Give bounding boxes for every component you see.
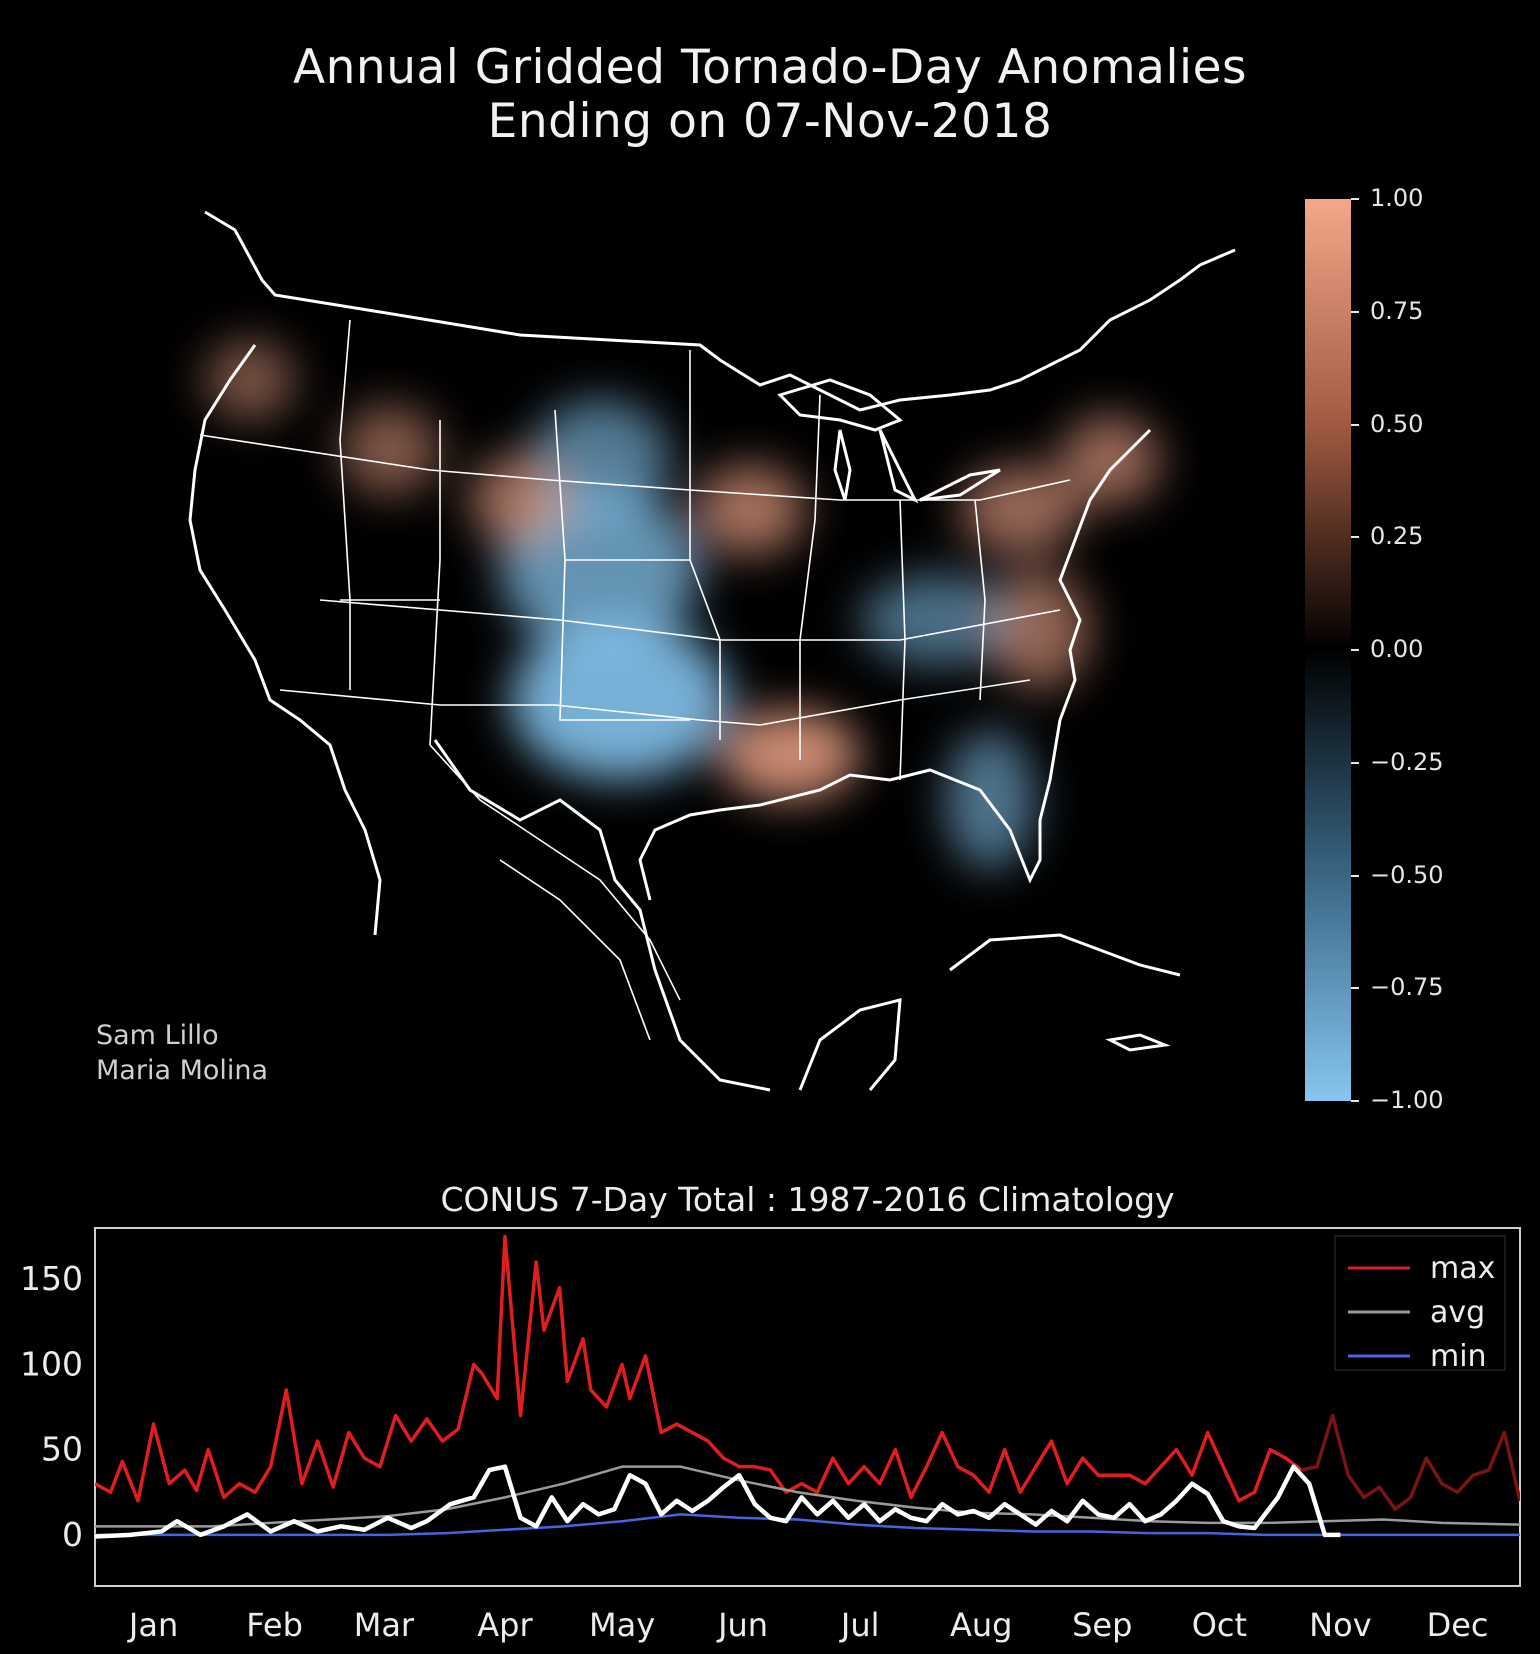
- x-tick-label: Sep: [1072, 1606, 1132, 1644]
- x-tick-label: Aug: [950, 1606, 1012, 1644]
- series-avg-line: [95, 1465, 1520, 1528]
- x-tick-label: Nov: [1309, 1606, 1371, 1644]
- series-max-line-future: [1300, 1413, 1520, 1512]
- y-tick-label: 100: [20, 1344, 83, 1383]
- x-tick-label: Jul: [839, 1606, 880, 1644]
- anomaly-region: [695, 465, 805, 555]
- colorbar-tick-mark: [1351, 536, 1359, 539]
- credit-author-2: Maria Molina: [96, 1055, 269, 1086]
- x-tick-label: Mar: [354, 1606, 415, 1644]
- colorbar-tick-mark: [1351, 874, 1359, 877]
- anomaly-region: [470, 455, 570, 545]
- colorbar-tick-mark: [1351, 1100, 1359, 1102]
- colorbar-tick-mark: [1351, 987, 1359, 990]
- anomaly-map: [188, 210, 1236, 1092]
- anomaly-field: [205, 340, 1160, 870]
- legend-box: [1334, 1235, 1506, 1371]
- legend: max avg min: [1334, 1235, 1506, 1374]
- state-borders: [199, 319, 1071, 1041]
- x-tick-label: Feb: [246, 1606, 303, 1644]
- colorbar-tick-mark: [1351, 310, 1359, 313]
- credit-author-1: Sam Lillo: [96, 1020, 219, 1051]
- colorbar-tick-label: 0.00: [1370, 635, 1424, 663]
- anomaly-region: [990, 570, 1090, 690]
- legend-label-max: max: [1430, 1251, 1495, 1286]
- series-2018-line: [95, 1464, 1341, 1539]
- anomaly-region: [510, 620, 730, 780]
- x-tick-label: Jan: [127, 1606, 178, 1644]
- map-title-line-2: Ending on 07-Nov-2018: [487, 94, 1053, 149]
- anomaly-region: [860, 575, 1020, 665]
- colorbar-tick-mark: [1351, 649, 1359, 651]
- colorbar-tick-mark: [1351, 761, 1359, 764]
- line-chart-title: CONUS 7-Day Total : 1987-2016 Climatolog…: [440, 1180, 1175, 1219]
- series-max-line: [95, 1234, 1303, 1503]
- x-tick-label: Oct: [1192, 1606, 1247, 1644]
- y-tick-label: 150: [20, 1259, 83, 1298]
- colorbar-tick-label: 1.00: [1370, 184, 1424, 212]
- x-tick-label: Jun: [716, 1606, 768, 1644]
- colorbar: [1305, 199, 1351, 1101]
- series-min-line: [95, 1513, 1520, 1537]
- anomaly-region: [960, 465, 1080, 555]
- colorbar-tick-label: −1.00: [1370, 1086, 1444, 1114]
- map-title-line-1: Annual Gridded Tornado-Day Anomalies: [292, 40, 1247, 95]
- colorbar-tick-label: 0.25: [1370, 522, 1424, 551]
- x-tick-label: Dec: [1427, 1606, 1489, 1644]
- plot-frame: [94, 1227, 1521, 1587]
- x-tick-label: May: [589, 1606, 655, 1644]
- legend-label-min: min: [1430, 1339, 1487, 1374]
- y-tick-label: 50: [41, 1430, 83, 1469]
- climatology-line-chart: 0 50 100 150 Jan Feb Mar Apr May Jun Jul Aug Sep Oct N…: [20, 1227, 1521, 1644]
- colorbar-tick-label: 0.75: [1370, 296, 1424, 325]
- anomaly-region: [720, 710, 860, 800]
- anomaly-region: [205, 340, 295, 420]
- y-tick-label: 0: [62, 1515, 83, 1554]
- legend-label-avg: avg: [1430, 1295, 1485, 1330]
- colorbar-tick-label: 0.50: [1370, 409, 1424, 438]
- anomaly-region: [945, 730, 1035, 870]
- great-lakes: [777, 378, 1001, 504]
- coastline-outline: [188, 210, 1236, 1092]
- anomaly-region: [1060, 415, 1160, 505]
- colorbar-tick-mark: [1351, 198, 1359, 200]
- anomaly-region: [340, 405, 440, 495]
- x-tick-label: Apr: [477, 1606, 533, 1644]
- colorbar-tick-mark: [1351, 423, 1359, 426]
- colorbar-tick-label: −0.75: [1370, 973, 1444, 1002]
- colorbar-tick-label: −0.50: [1370, 860, 1444, 889]
- colorbar-tick-label: −0.25: [1370, 747, 1444, 776]
